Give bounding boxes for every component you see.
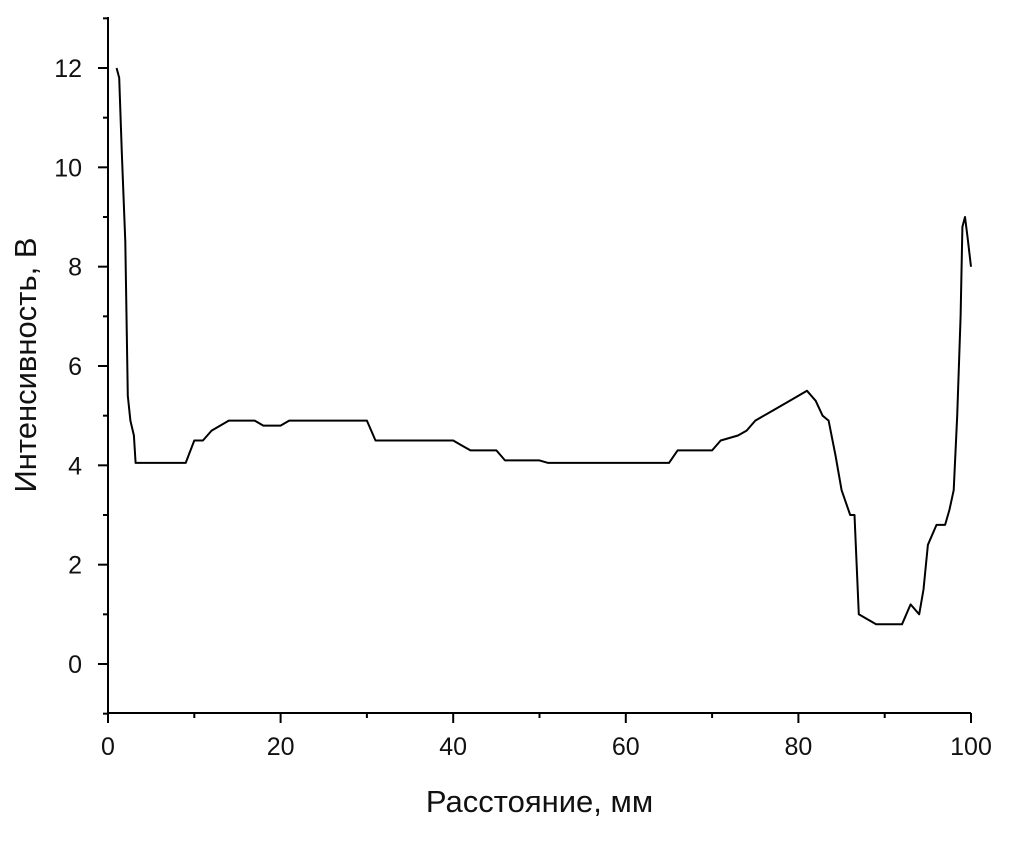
series-line (115, 67, 972, 626)
x-tick-label: 60 (612, 733, 640, 761)
y-ticks: 0 2 4 6 8 10 12 (54, 17, 108, 715)
x-ticks: 0 20 40 60 80 100 (101, 713, 992, 761)
x-tick-label: 0 (101, 733, 115, 761)
x-axis-label: Расстояние, мм (426, 784, 653, 819)
x-tick-label: 40 (439, 733, 467, 761)
x-tick-label: 20 (267, 733, 295, 761)
y-axis-label: Интенсивность, В (8, 237, 43, 492)
axes (107, 17, 971, 714)
y-tick-label: 10 (54, 154, 82, 182)
y-tick-label: 8 (68, 254, 82, 282)
y-tick-label: 2 (68, 552, 82, 580)
y-tick-label: 4 (68, 452, 82, 480)
x-tick-label: 80 (784, 733, 812, 761)
y-tick-label: 0 (68, 651, 82, 679)
y-tick-label: 6 (68, 353, 82, 381)
x-tick-label: 100 (950, 733, 992, 761)
plot-area (115, 67, 972, 626)
y-tick-label: 12 (54, 55, 82, 83)
